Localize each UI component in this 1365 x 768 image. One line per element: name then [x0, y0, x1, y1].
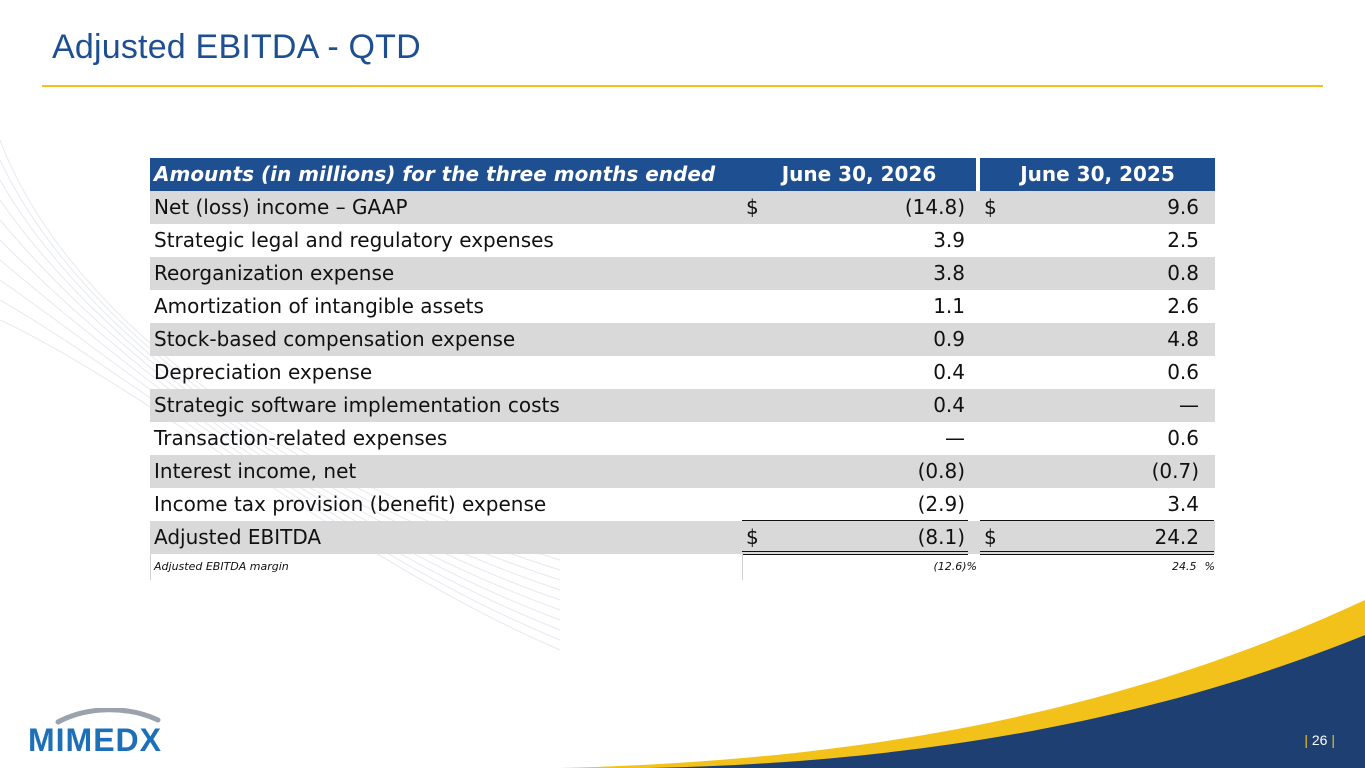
logo-wordmark: MIMEDX [28, 722, 162, 758]
row-col2-value: — [1179, 393, 1199, 417]
slide-title: Adjusted EBITDA - QTD [52, 28, 421, 66]
table-row: Net (loss) income – GAAP $ (14.8) $9.6 [150, 191, 1215, 224]
total-col2-currency: $ [984, 525, 997, 549]
header-col1-label: June 30, 2026 [781, 162, 937, 186]
header-col-2025: June 30, 2025 [980, 158, 1215, 191]
row-col1-value: (2.9) [917, 492, 965, 516]
margin-col2-value: 24.5 [1172, 560, 1197, 573]
row-label: Transaction-related expenses [154, 426, 448, 450]
page-number: | 26 | [1304, 732, 1335, 748]
row-label: Income tax provision (benefit) expense [154, 492, 547, 516]
row-label: Net (loss) income – GAAP [154, 195, 408, 219]
margin-row: Adjusted EBITDA margin (12.6)% 24.5% [150, 556, 1215, 578]
row-col1-value: (0.8) [917, 459, 965, 483]
row-col2-value: 4.8 [1167, 327, 1199, 351]
margin-col1: (12.6)% [933, 556, 977, 578]
table-row: Reorganization expense 3.8 0.8 [150, 257, 1215, 290]
logo-arc-icon [55, 707, 161, 725]
title-divider [42, 85, 1323, 87]
total-double-rule-col1-b [742, 554, 968, 555]
row-col2-value: 3.4 [1167, 492, 1199, 516]
row-col1-value: 0.9 [933, 327, 965, 351]
row-label: Depreciation expense [154, 360, 373, 384]
margin-col2: 24.5% [1172, 556, 1215, 578]
total-double-rule-col2-b [980, 554, 1214, 555]
row-col2-value: 2.6 [1167, 294, 1199, 318]
header-col-2026: June 30, 2026 [742, 158, 976, 191]
row-label: Amortization of intangible assets [154, 294, 484, 318]
total-col2-value: 24.2 [1154, 525, 1199, 549]
table-row: Strategic software implementation costs 0… [150, 389, 1215, 422]
table-row: Strategic legal and regulatory expenses 3… [150, 224, 1215, 257]
total-row: Adjusted EBITDA $ (8.1) $24.2 [150, 521, 1215, 554]
row-col2-currency: $ [984, 195, 997, 219]
row-col1-value: 3.8 [933, 261, 965, 285]
row-col1-value: — [945, 426, 965, 450]
table-row: Amortization of intangible assets 1.1 2.6 [150, 290, 1215, 323]
total-col1-currency: $ [746, 525, 759, 549]
row-col1-currency: $ [746, 195, 759, 219]
margin-label: Adjusted EBITDA margin [154, 560, 289, 573]
header-label: Amounts (in millions) for the three mont… [154, 162, 716, 186]
margin-col2-unit: % [1204, 560, 1215, 573]
total-double-rule-col2-a [980, 551, 1214, 552]
margin-col-divider [742, 554, 743, 580]
header-gap [976, 158, 980, 191]
row-label: Reorganization expense [154, 261, 395, 285]
row-col2-value: 0.6 [1167, 360, 1199, 384]
row-col1-value: 0.4 [933, 360, 965, 384]
row-col1-value: 3.9 [933, 228, 965, 252]
row-col1-value: (14.8) [904, 195, 965, 219]
mimedx-logo: MIMEDX [28, 707, 188, 767]
page-number-value: 26 [1311, 732, 1328, 748]
table-row: Transaction-related expenses — 0.6 [150, 422, 1215, 455]
row-label: Strategic legal and regulatory expenses [154, 228, 554, 252]
row-label: Interest income, net [154, 459, 357, 483]
row-col2-value: 0.6 [1167, 426, 1199, 450]
table-row: Depreciation expense 0.4 0.6 [150, 356, 1215, 389]
row-col2-value: 2.5 [1167, 228, 1199, 252]
table-header: Amounts (in millions) for the three mont… [150, 158, 742, 191]
margin-col1-unit: % [966, 560, 977, 573]
margin-col1-value: (12.6) [933, 560, 967, 573]
header-col2-label: June 30, 2025 [1020, 162, 1175, 186]
row-col1-value: 0.4 [933, 393, 965, 417]
total-double-rule-col1-a [742, 551, 968, 552]
table-row: Stock-based compensation expense 0.9 4.8 [150, 323, 1215, 356]
row-col2-value: 0.8 [1167, 261, 1199, 285]
table-row: Income tax provision (benefit) expense (2… [150, 488, 1215, 521]
row-col1-value: 1.1 [933, 294, 965, 318]
row-label: Stock-based compensation expense [154, 327, 516, 351]
row-col2-value: 9.6 [1167, 195, 1199, 219]
margin-left-divider [150, 554, 151, 580]
row-label: Strategic software implementation costs [154, 393, 560, 417]
table-row: Interest income, net (0.8) (0.7) [150, 455, 1215, 488]
row-col2-value: (0.7) [1151, 459, 1199, 483]
total-col1-value: (8.1) [917, 525, 965, 549]
total-label: Adjusted EBITDA [154, 525, 322, 549]
